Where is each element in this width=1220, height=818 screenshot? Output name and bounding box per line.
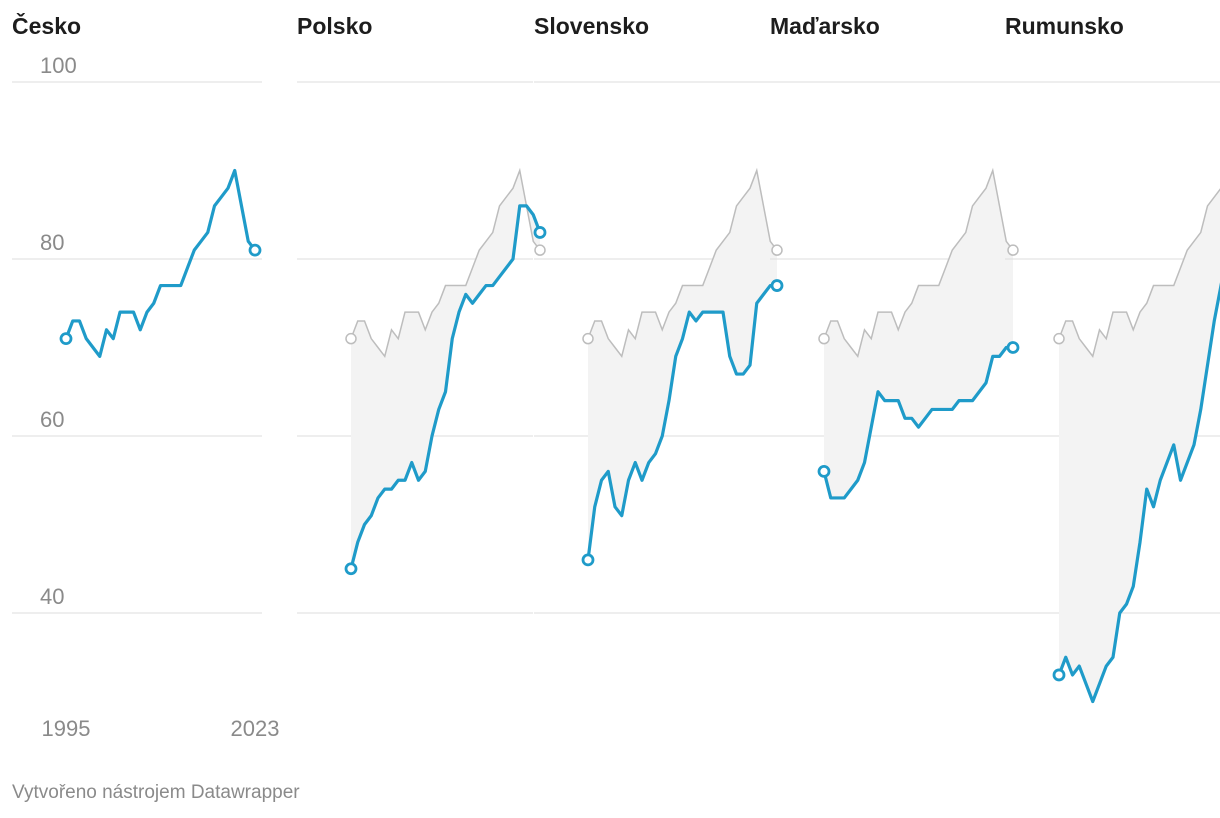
reference-line (587, 167, 778, 359)
panel-4: Maďarsko (770, 13, 1020, 614)
reference-endpoint (771, 244, 783, 256)
gap-area (351, 170, 540, 569)
panel-title: Polsko (297, 13, 372, 39)
series-endpoint (581, 553, 595, 567)
gap-area (588, 170, 777, 560)
y-tick-label: 40 (40, 584, 64, 609)
series-endpoint (770, 279, 784, 292)
gap-area (1059, 189, 1220, 702)
reference-endpoint (1007, 244, 1019, 256)
reference-endpoint (582, 332, 594, 345)
panel-3: Slovensko (534, 13, 784, 614)
panel-5: Rumunsko (1005, 13, 1220, 704)
reference-endpoint (345, 332, 357, 345)
series-endpoint (533, 226, 547, 239)
series-endpoint (1052, 668, 1066, 682)
panel-title: Maďarsko (770, 13, 880, 39)
y-tick-label: 80 (40, 230, 64, 255)
series-endpoint (817, 464, 831, 478)
series-line (822, 345, 1015, 500)
reference-endpoint (1053, 332, 1065, 345)
x-tick-label: 1995 (42, 716, 91, 741)
series-line (349, 204, 542, 571)
series-endpoint (344, 562, 358, 576)
reference-line (350, 167, 541, 359)
x-tick-label: 2023 (231, 716, 280, 741)
y-tick-label: 60 (40, 407, 64, 432)
series-line (1057, 282, 1220, 704)
panel-1: Česko (12, 12, 262, 614)
series-endpoint (248, 243, 262, 257)
panel-title: Rumunsko (1005, 13, 1124, 39)
gap-area (824, 170, 1013, 498)
reference-endpoint (818, 332, 830, 345)
series-line (64, 168, 257, 358)
reference-line (823, 167, 1014, 359)
panel-title: Česko (12, 12, 81, 39)
reference-endpoint (534, 244, 546, 256)
panel-2: Polsko (297, 13, 547, 614)
panel-title: Slovensko (534, 13, 649, 39)
series-endpoint (1006, 341, 1020, 354)
series-endpoint (59, 332, 73, 346)
reference-line (1058, 188, 1220, 359)
series-line (586, 283, 779, 562)
y-tick-label: 100 (40, 53, 77, 78)
footer-credit: Vytvořeno nástrojem Datawrapper (12, 782, 300, 803)
